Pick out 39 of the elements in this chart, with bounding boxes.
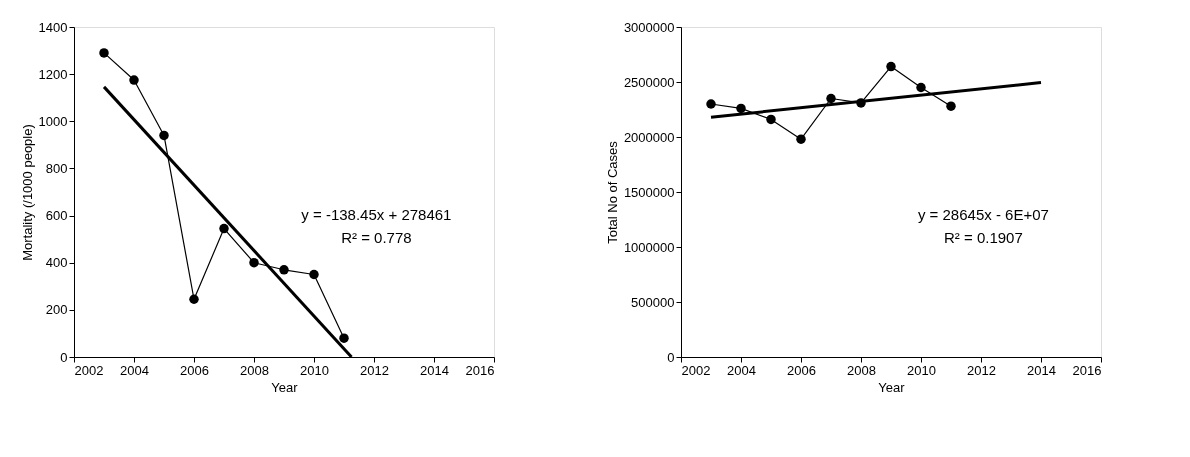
y-tick-label: 1400 [38, 19, 68, 35]
y-tick-label: 600 [45, 208, 68, 224]
x-tick-label: 2010 [907, 362, 936, 378]
y-tick-label: 3000000 [623, 19, 675, 35]
annotation: y = 28645x - 6E+07 [917, 206, 1049, 224]
y-tick-label: 200 [45, 302, 68, 318]
x-tick-label: 2016 [1072, 362, 1102, 378]
x-tick-label: 2006 [787, 362, 816, 378]
y-tick-label: 800 [45, 160, 68, 176]
x-tick-label: 2008 [847, 362, 876, 378]
x-axis-title: Year [271, 379, 299, 395]
y-tick-label: 1500000 [623, 184, 675, 200]
y-tick-label: 0 [60, 349, 68, 365]
y-tick-label: 1000 [38, 113, 68, 129]
x-tick-label: 2008 [240, 362, 269, 378]
x-tick-label: 2002 [74, 362, 104, 378]
y-tick-label: 500000 [631, 294, 675, 310]
y-tick-label: 400 [45, 255, 68, 271]
annotation: R² = 0.778 [341, 229, 412, 247]
x-tick-label: 2004 [727, 362, 756, 378]
x-tick-label: 2006 [180, 362, 209, 378]
annotation: y = -138.45x + 278461 [301, 206, 452, 224]
x-tick-label: 2012 [967, 362, 996, 378]
y-axis-title: Total No of Cases [604, 140, 620, 244]
y-tick-label: 1000000 [623, 239, 675, 255]
y-tick-label: 2500000 [623, 74, 675, 90]
x-tick-label: 2016 [465, 362, 495, 378]
x-tick-label: 2010 [300, 362, 329, 378]
y-tick-label: 0 [667, 349, 675, 365]
x-tick-label: 2004 [120, 362, 149, 378]
y-axis-title: Mortality (/1000 people) [19, 124, 35, 261]
annotation: R² = 0.1907 [943, 229, 1023, 247]
y-tick-label: 2000000 [623, 129, 675, 145]
x-tick-label: 2014 [420, 362, 449, 378]
x-tick-label: 2012 [360, 362, 389, 378]
x-tick-label: 2002 [681, 362, 711, 378]
x-tick-label: 2014 [1027, 362, 1056, 378]
x-axis-title: Year [878, 379, 906, 395]
y-tick-label: 1200 [38, 66, 68, 82]
